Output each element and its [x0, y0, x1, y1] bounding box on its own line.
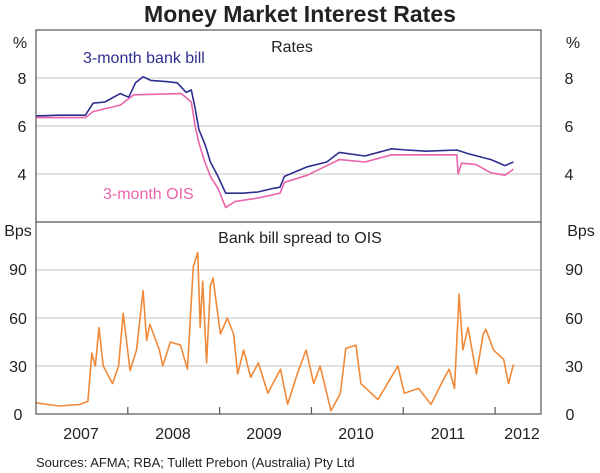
bottom-panel-title: Bank bill spread to OIS — [218, 230, 382, 247]
bottom-right-tick: 60 — [565, 311, 583, 328]
bottom-right-tick: 30 — [565, 359, 583, 376]
bottom-right-tick: 0 — [566, 407, 575, 424]
top-right-tick: 6 — [565, 119, 574, 136]
bottom-left-tick: 0 — [14, 407, 23, 424]
x-tick-label: 2010 — [338, 426, 374, 443]
x-tick-label: 2008 — [155, 426, 191, 443]
bottom-left-tick: 30 — [9, 359, 27, 376]
bottom-right-tick: 90 — [565, 262, 583, 279]
chart-title: Money Market Interest Rates — [144, 1, 456, 27]
top-left-tick: 6 — [18, 119, 27, 136]
legend-bank-bill: 3-month bank bill — [83, 50, 205, 67]
top-left-unit: % — [13, 35, 27, 52]
top-right-tick: 4 — [565, 167, 574, 184]
bottom-right-unit: Bps — [567, 223, 595, 240]
legend-ois: 3-month OIS — [103, 186, 194, 203]
x-tick-label: 2012 — [504, 426, 540, 443]
bottom-left-tick: 90 — [9, 262, 27, 279]
plot-frame — [35, 29, 542, 415]
top-right-unit: % — [566, 35, 580, 52]
top-right-tick: 8 — [565, 71, 574, 88]
x-tick-label: 2011 — [431, 426, 466, 443]
x-tick-label: 2009 — [246, 426, 282, 443]
bank-bill-line — [35, 76, 514, 194]
bottom-left-tick: 60 — [9, 311, 27, 328]
top-left-tick: 8 — [18, 71, 27, 88]
top-panel-title: Rates — [271, 39, 313, 56]
x-tick-label: 2007 — [63, 426, 99, 443]
bottom-left-unit: Bps — [4, 223, 32, 240]
spread-line — [35, 251, 515, 412]
source-note: Sources: AFMA; RBA; Tullett Prebon (Aust… — [36, 455, 355, 470]
series-lines — [35, 76, 515, 412]
top-left-tick: 4 — [18, 167, 27, 184]
ois-line — [36, 92, 514, 209]
